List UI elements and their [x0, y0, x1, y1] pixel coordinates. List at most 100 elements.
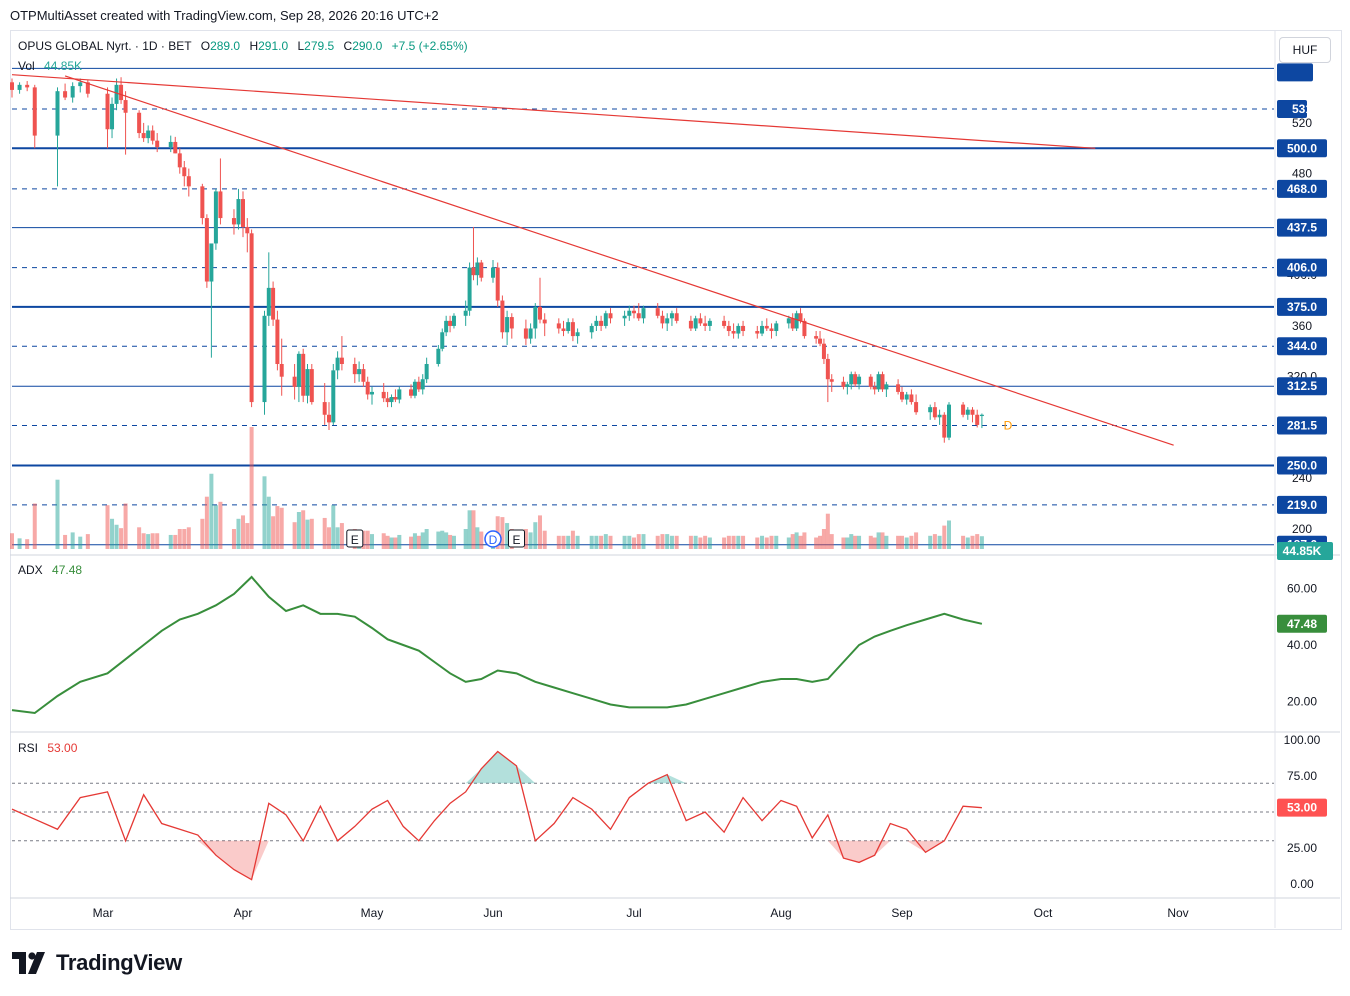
candle-body — [909, 394, 914, 403]
volume-bar — [467, 510, 472, 549]
candle-body — [674, 313, 679, 321]
volume-badge-text: 44.85K — [1283, 544, 1322, 558]
candle-body — [105, 93, 110, 130]
volume-bar — [533, 522, 538, 549]
time-axis-label: May — [361, 906, 384, 920]
volume-bar — [589, 535, 594, 549]
price-level-badge-text: 375.0 — [1287, 300, 1317, 314]
candle-body — [829, 379, 834, 382]
volume-bar — [627, 535, 632, 549]
candle-body — [327, 414, 331, 423]
volume-bar — [566, 535, 571, 549]
candle-body — [979, 414, 984, 417]
volume-bar — [741, 535, 746, 549]
rsi-tick-label: 75.00 — [1287, 769, 1317, 783]
time-axis-label: Oct — [1034, 906, 1053, 920]
candle-body — [500, 300, 505, 333]
adx-value: 47.48 — [52, 563, 83, 577]
candle-body — [479, 262, 484, 278]
volume-bar — [241, 515, 245, 549]
candle-body — [55, 91, 60, 136]
candle-body — [389, 396, 394, 403]
volume-bar — [722, 537, 727, 549]
close-value: 290.0 — [352, 39, 383, 53]
candle-body — [123, 100, 128, 113]
candle-body — [451, 315, 456, 326]
volume-bar — [853, 535, 858, 549]
rsi-tick-label: 25.00 — [1287, 841, 1317, 855]
price-tick-label: 240 — [1292, 471, 1312, 485]
price-tick-label: 480 — [1292, 167, 1312, 181]
candle-body — [231, 218, 236, 225]
volume-bar — [365, 530, 370, 549]
adx-tick-label: 20.00 — [1287, 695, 1317, 709]
volume-bar — [786, 537, 791, 549]
tradingview-logo-text: TradingView — [56, 950, 182, 975]
volume-bar — [322, 517, 327, 549]
price-level-badge-text: 468.0 — [1287, 182, 1317, 196]
candle-body — [357, 369, 362, 375]
candle-body — [491, 267, 495, 278]
volume-bar — [900, 535, 904, 549]
volume-bar — [794, 532, 799, 549]
volume-bar — [632, 537, 636, 549]
candle-body — [764, 325, 769, 329]
candle-body — [760, 325, 765, 334]
volume-bar — [821, 529, 826, 549]
candle-body — [845, 384, 850, 387]
candle-body — [556, 323, 561, 329]
low-value: 279.5 — [304, 39, 335, 53]
volume-bar — [655, 535, 660, 549]
close-label: C — [343, 39, 353, 53]
volume-bar — [444, 532, 449, 549]
candle-body — [542, 319, 547, 324]
volume-bar — [622, 535, 627, 549]
volume-bar — [236, 518, 241, 549]
volume-bar — [173, 534, 178, 549]
price-level-badge-box — [1277, 218, 1327, 237]
price-level-badge-text: 250.0 — [1287, 459, 1317, 473]
candle-body — [331, 370, 336, 423]
candle-body — [110, 103, 115, 130]
candle-body — [774, 323, 779, 332]
price-tick-label: 360 — [1292, 319, 1312, 333]
volume-bar — [904, 537, 909, 549]
volume-bar — [146, 534, 151, 549]
volume-bar — [361, 530, 366, 549]
candle-body — [821, 343, 826, 359]
volume-bar — [155, 533, 160, 549]
volume-bar — [726, 535, 731, 549]
volume-bar — [769, 535, 774, 549]
candle-body — [416, 381, 421, 390]
candle-body — [896, 384, 901, 392]
price-level-badge: 468.0 — [1277, 179, 1327, 198]
price-level-badge-text: 312.5 — [1287, 379, 1317, 393]
volume-bar — [669, 535, 674, 549]
volume-bar — [975, 534, 980, 549]
volume-bar — [55, 479, 60, 549]
volume-bar — [731, 535, 736, 549]
adx-tick-label: 40.00 — [1287, 638, 1317, 652]
candle-body — [632, 310, 636, 314]
volume-bar — [381, 533, 386, 549]
volume-bar — [301, 510, 306, 549]
volume-bar — [471, 510, 476, 549]
candle-body — [533, 306, 538, 329]
candle-body — [575, 332, 580, 337]
volume-bar — [393, 537, 398, 549]
price-level-badge: 375.0 — [1277, 297, 1327, 316]
volume-bar — [245, 523, 250, 549]
volume-bar — [914, 532, 919, 549]
candle-body — [10, 82, 14, 90]
currency-button[interactable]: HUF — [1279, 37, 1331, 63]
main-legend: OPUS GLOBAL Nyrt. · 1D · BET O289.0 H291… — [18, 39, 468, 53]
volume-bar — [608, 535, 613, 549]
volume-bar — [928, 535, 933, 549]
rsi-oversold-fill — [12, 840, 982, 880]
time-axis-label: Mar — [93, 906, 114, 920]
candle-body — [722, 320, 727, 326]
volume-bar — [942, 525, 947, 549]
volume-bar — [309, 518, 314, 549]
candle-body — [627, 310, 632, 316]
